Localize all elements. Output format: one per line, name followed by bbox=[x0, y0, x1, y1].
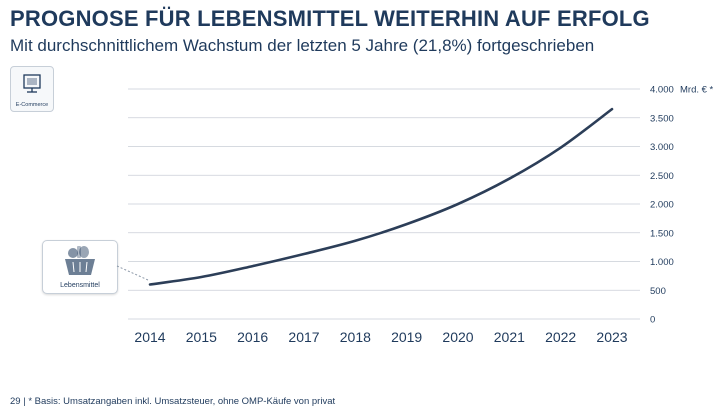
series-line-lebensmittel bbox=[148, 107, 614, 286]
y-tick-label: 3.500 bbox=[650, 113, 674, 124]
page-subtitle: Mit durchschnittlichem Wachstum der letz… bbox=[10, 36, 595, 55]
ecommerce-label: E-Commerce bbox=[15, 102, 49, 108]
x-tick-label: 2018 bbox=[340, 329, 371, 345]
grid-layer bbox=[128, 88, 640, 320]
y-tick-label: 1.500 bbox=[650, 228, 674, 239]
y-tick-layer: 0 500 1.000 1.500 2.000 2.500 3.000 3.500 4.000 bbox=[650, 85, 674, 326]
x-tick-label: 2014 bbox=[134, 329, 165, 345]
y-tick-label: 2.000 bbox=[650, 200, 674, 211]
footer-note: 29 | * Basis: Umsatzangaben inkl. Umsatz… bbox=[10, 396, 335, 407]
series-layer bbox=[148, 107, 614, 286]
x-tick-label: 2022 bbox=[545, 329, 576, 345]
footnote-text: * Basis: Umsatzangaben inkl. Umsatzsteue… bbox=[28, 396, 336, 407]
y-tick-label: 4.000 bbox=[650, 85, 674, 96]
storefront-icon bbox=[23, 74, 41, 93]
footer-separator: | bbox=[23, 396, 26, 407]
lebensmittel-badge: Lebensmittel bbox=[42, 240, 118, 294]
y-axis-unit-label: Mrd. € * bbox=[680, 85, 714, 96]
y-tick-label: 500 bbox=[650, 286, 666, 297]
ecommerce-badge: E-Commerce bbox=[10, 66, 54, 112]
x-tick-label: 2019 bbox=[391, 329, 422, 345]
y-tick-label: 1.000 bbox=[650, 257, 674, 268]
y-tick-label: 0 bbox=[650, 315, 655, 326]
badge-connector bbox=[116, 265, 149, 281]
x-tick-label: 2020 bbox=[442, 329, 473, 345]
x-tick-label: 2021 bbox=[494, 329, 525, 345]
shopping-basket-icon bbox=[65, 246, 95, 275]
x-tick-layer: 2014 2015 2016 2017 2018 2019 2020 2021 2022 2023 bbox=[134, 329, 627, 345]
x-tick-label: 2023 bbox=[596, 329, 627, 345]
x-tick-label: 2015 bbox=[186, 329, 217, 345]
y-tick-label: 2.500 bbox=[650, 171, 674, 182]
page-number: 29 bbox=[10, 396, 21, 407]
y-tick-label: 3.000 bbox=[650, 142, 674, 153]
lebensmittel-label: Lebensmittel bbox=[60, 282, 100, 289]
x-tick-label: 2017 bbox=[288, 329, 319, 345]
x-tick-label: 2016 bbox=[237, 329, 268, 345]
page-title: PROGNOSE FÜR LEBENSMITTEL WEITERHIN AUF … bbox=[10, 6, 650, 31]
